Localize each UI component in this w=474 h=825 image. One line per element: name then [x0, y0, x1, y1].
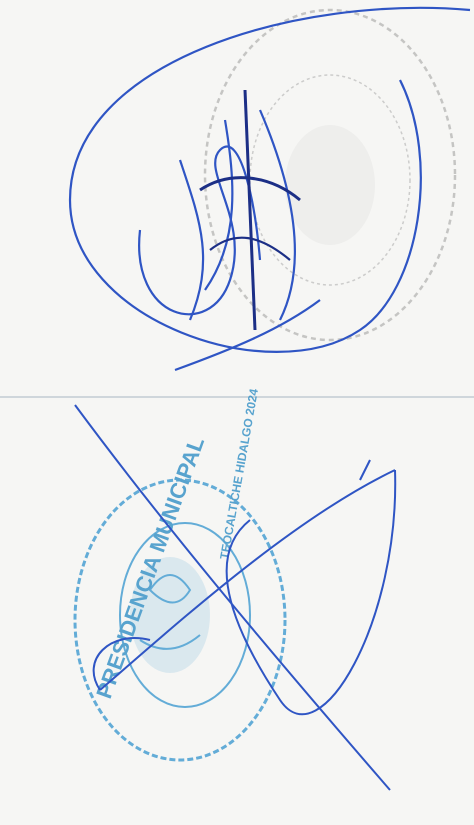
- seal-text-lower: TEOCALTICHE HIDALGO 2024: [217, 387, 261, 560]
- signature-scribble: [68, 6, 471, 372]
- municipal-seal: PRESIDENCIA MUNICIPAL TEOCALTICHE HIDALG…: [73, 387, 287, 762]
- faded-seal: [203, 8, 457, 342]
- signature-cross: [74, 404, 397, 791]
